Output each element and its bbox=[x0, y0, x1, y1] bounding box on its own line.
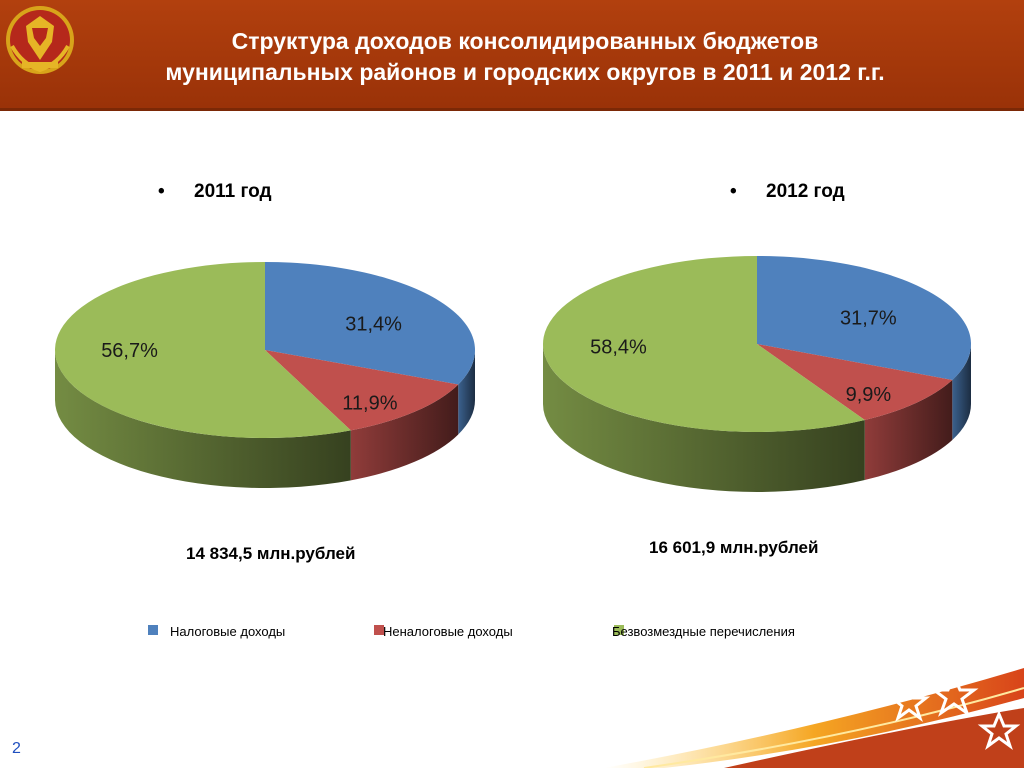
pie-data-label-nontax: 9,9% bbox=[846, 384, 892, 406]
pie-data-label-transfers: 58,4% bbox=[590, 337, 647, 359]
legend-swatch-transfers bbox=[614, 625, 624, 635]
pie-side-tax bbox=[952, 344, 971, 440]
year-label: 2012 год bbox=[766, 181, 845, 202]
pie-slice-tax bbox=[265, 262, 476, 385]
total-2012: 16 601,9 млн.рублей bbox=[649, 538, 819, 557]
title-line-1: Структура доходов консолидированных бюдж… bbox=[231, 28, 819, 54]
pie-slice-nontax bbox=[757, 344, 953, 421]
legend-label-transfers: Безвозмездные перечисления bbox=[612, 624, 795, 639]
pie-data-label-transfers: 56,7% bbox=[101, 340, 158, 362]
slide-header: Структура доходов консолидированных бюдж… bbox=[0, 0, 1024, 111]
pie-side-nontax bbox=[350, 384, 459, 481]
total-2011: 14 834,5 млн.рублей bbox=[186, 544, 356, 563]
star-icon bbox=[887, 672, 1021, 750]
header-band bbox=[0, 0, 1024, 111]
coat-of-arms-emblem bbox=[6, 6, 74, 74]
pie-data-label-tax: 31,4% bbox=[345, 313, 402, 335]
legend-label-tax: Налоговые доходы bbox=[170, 624, 286, 639]
title-line-2: муниципальных районов и городских округо… bbox=[165, 59, 885, 85]
bullet-icon: • bbox=[730, 181, 737, 202]
bullet-icon: • bbox=[158, 181, 165, 202]
pie-slice-transfers bbox=[543, 256, 865, 432]
pie-slice-transfers bbox=[55, 262, 351, 439]
year-heading-2012: • 2012 год bbox=[730, 181, 845, 203]
decorative-corner-swoosh bbox=[604, 668, 1024, 768]
legend-swatch-nontax bbox=[374, 625, 384, 635]
page-number: 2 bbox=[12, 740, 21, 757]
pie-data-label-nontax: 11,9% bbox=[342, 392, 397, 414]
year-heading-2011: • 2011 год bbox=[158, 181, 272, 203]
legend-label-nontax: Неналоговые доходы bbox=[383, 624, 513, 639]
pie-side-nontax bbox=[864, 379, 953, 481]
pie-side-transfers bbox=[55, 350, 351, 489]
legend-swatch-tax bbox=[148, 625, 158, 635]
slide-title: Структура доходов консолидированных бюдж… bbox=[90, 26, 960, 88]
pie-slice-nontax bbox=[265, 350, 459, 431]
year-label: 2011 год bbox=[194, 181, 272, 202]
pie-side-transfers bbox=[543, 344, 865, 493]
pie-slice-tax bbox=[757, 256, 972, 380]
pie-side-tax bbox=[458, 350, 475, 435]
pie-data-label-tax: 31,7% bbox=[840, 308, 897, 330]
